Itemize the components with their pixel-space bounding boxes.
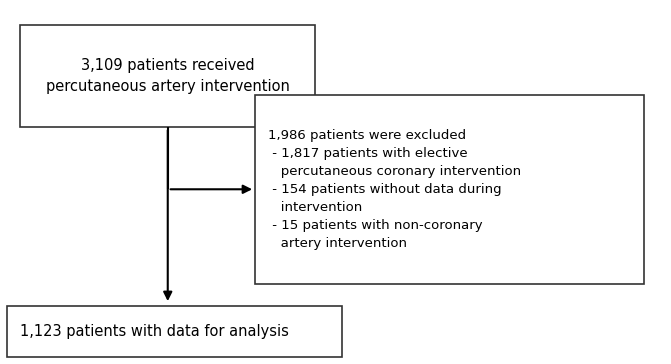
FancyBboxPatch shape — [255, 95, 644, 284]
Text: 1,123 patients with data for analysis: 1,123 patients with data for analysis — [20, 324, 289, 339]
FancyBboxPatch shape — [7, 306, 342, 357]
FancyBboxPatch shape — [20, 25, 315, 127]
Text: 3,109 patients received
percutaneous artery intervention: 3,109 patients received percutaneous art… — [46, 59, 290, 94]
Text: 1,986 patients were excluded
 - 1,817 patients with elective
   percutaneous cor: 1,986 patients were excluded - 1,817 pat… — [268, 129, 521, 250]
